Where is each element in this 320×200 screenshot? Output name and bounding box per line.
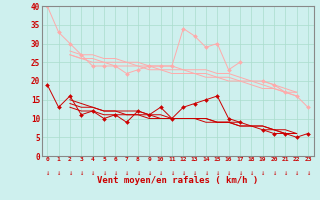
X-axis label: Vent moyen/en rafales ( km/h ): Vent moyen/en rafales ( km/h ) <box>97 176 258 185</box>
